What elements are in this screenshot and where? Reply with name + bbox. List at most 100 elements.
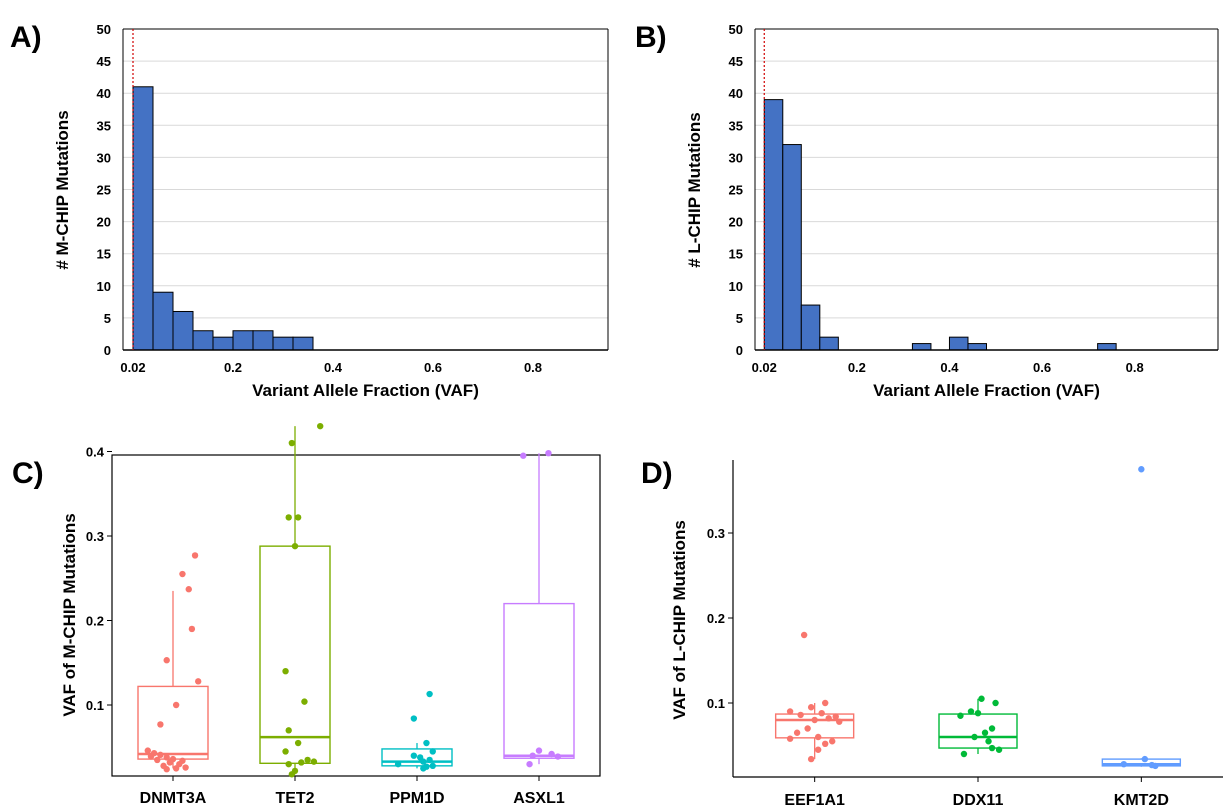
y-tick-label: 0.2 [86,614,104,629]
y-tick-label: 40 [729,86,743,101]
data-point [172,765,180,772]
data-point [814,733,822,741]
panel-label-b: B) [635,21,667,54]
x-tick-label: 0.6 [424,360,442,375]
data-point [988,744,996,752]
data-point [960,750,968,758]
y-tick-label: 35 [97,118,111,133]
data-point [988,725,996,732]
y-tick-label: 0 [736,343,743,358]
data-point [429,762,436,770]
y-tick-label: 0.2 [707,611,725,626]
box-iqr [938,713,1018,749]
y-tick-label: 50 [97,22,111,37]
data-point [971,733,978,741]
data-point [304,756,311,764]
data-point [814,746,822,753]
data-point [807,704,815,711]
data-point [191,552,199,559]
y-tick-label: 15 [729,247,743,262]
boxplot-panel-d: 0.1 0.2 0.3 EEF1A1 DDX11 KMT2D VAF of L-CHIP M… [670,460,1223,809]
histogram-bar [800,304,821,351]
data-point [282,748,289,755]
x-tick-label: 0.4 [324,360,343,375]
data-point [291,542,299,550]
data-point [285,727,292,734]
data-point [1138,466,1145,473]
data-point [394,760,402,768]
data-point [520,452,527,459]
histogram-bar [967,343,987,351]
histogram-bar [252,330,274,351]
y-tick-label: 5 [104,311,111,326]
y-tick-label: 10 [729,279,743,294]
x-tick-label: 0.2 [224,360,242,375]
data-point [807,755,815,763]
y-tick-label: 5 [736,311,743,326]
box-iqr [1101,758,1182,767]
data-point [957,712,964,719]
data-point [420,765,427,772]
y-tick-label: 50 [729,22,743,37]
data-point [535,747,543,754]
data-point [185,586,192,593]
x-tick-label: 0.02 [120,360,145,375]
data-point [426,756,433,764]
data-point [163,657,170,664]
plot-frame [111,454,601,777]
histogram-bar [232,330,254,351]
category-label: DDX11 [953,792,1004,809]
data-point [420,758,427,765]
x-tick-label: 0.02 [752,360,777,375]
data-point [786,708,794,715]
y-tick-label: 45 [729,54,743,69]
data-point [166,759,174,766]
x-tick-label: 0.2 [848,360,866,375]
y-tick-label: 0 [104,343,111,358]
y-axis-title: VAF of L-CHIP Mutations [670,520,689,720]
y-tick-label: 25 [97,183,111,198]
panel-label-a: A) [10,21,42,54]
data-point [163,766,170,773]
category-label: TET2 [275,790,314,807]
histogram-panel-b: 0 5 10 15 20 25 30 35 40 45 50 0.02 0.2 0.4 0.6 0.8 Vari… [685,22,1219,400]
y-tick-label: 15 [97,247,111,262]
category-label: ASXL1 [513,790,565,807]
data-point [423,739,430,747]
x-tick-label: 0.8 [1126,360,1144,375]
data-point [825,715,832,722]
box-iqr [774,713,855,739]
panel-label-c: C) [12,457,44,490]
box-iqr [381,748,453,767]
histogram-bar [1097,343,1117,351]
data-point [154,756,161,764]
data-point [429,748,436,755]
box-iqr [259,545,331,765]
y-tick-label: 30 [97,150,111,165]
data-point [829,738,836,745]
data-point [992,699,999,707]
x-tick-label: 0.8 [524,360,542,375]
data-point [282,668,289,675]
data-point [285,514,292,521]
data-point [426,690,433,698]
category-label: EEF1A1 [784,792,845,809]
data-point [985,738,992,745]
histogram-bar [172,310,194,351]
data-point [800,631,808,639]
data-point [179,570,186,578]
data-point [967,708,975,715]
data-point [310,758,318,765]
data-point [832,713,839,720]
data-point [526,760,533,768]
data-point [1152,762,1159,770]
histogram-bar [763,99,784,351]
histogram-bar [212,336,234,351]
x-axis-title: Variant Allele Fraction (VAF) [252,381,479,400]
data-point [995,746,1003,753]
x-axis-title: Variant Allele Fraction (VAF) [873,381,1100,400]
y-tick-label: 45 [97,54,111,69]
data-point [804,725,811,732]
y-tick-label: 0.3 [707,526,725,541]
y-tick-label: 25 [729,183,743,198]
